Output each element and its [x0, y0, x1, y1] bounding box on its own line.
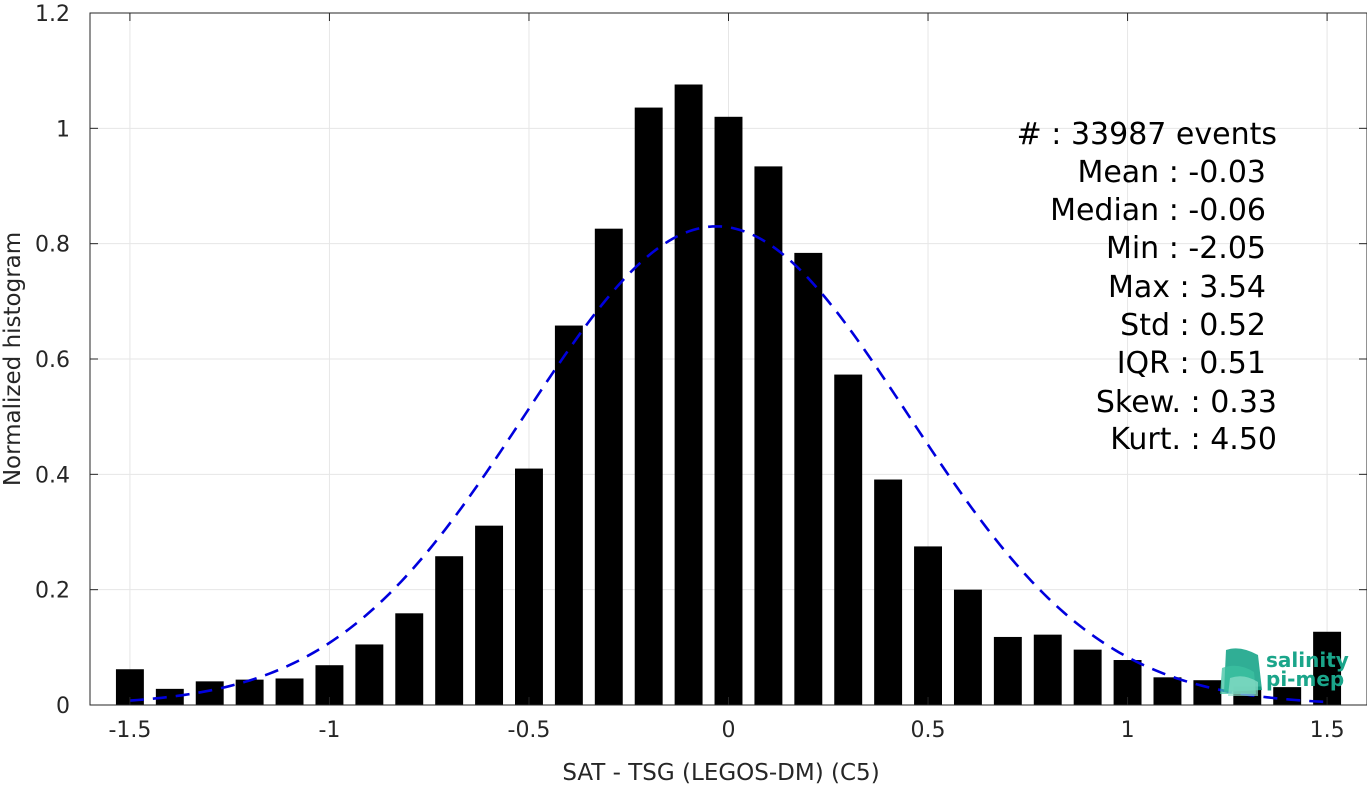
histogram-bar: [754, 166, 783, 706]
y-tick-label: 0.8: [35, 233, 70, 258]
x-axis-label: SAT - TSG (LEGOS-DM) (C5): [562, 760, 879, 785]
stats-line-min: Min : -2.05: [1106, 231, 1266, 266]
x-tick-label: 1: [1121, 718, 1135, 743]
histogram-bar: [155, 688, 184, 705]
logo-line2: pi-mep: [1266, 667, 1344, 691]
y-tick-label: 0: [56, 694, 70, 719]
x-tick-label: 0.5: [911, 718, 946, 743]
x-tick-label: -0.5: [508, 718, 551, 743]
y-axis-label: Normalized histogram: [0, 232, 26, 486]
stats-line-kurt: Kurt. : 4.50: [1110, 422, 1277, 457]
stats-line-skew: Skew. : 0.33: [1096, 385, 1277, 420]
bars: [115, 84, 1342, 706]
histogram-bar: [794, 252, 823, 706]
histogram-bar: [874, 479, 903, 705]
stats-line-events: # : 33987 events: [1017, 117, 1277, 152]
histogram-bar: [953, 589, 982, 705]
histogram-bar: [275, 678, 304, 705]
salinity-pimep-logo: salinity pi-mep: [1220, 648, 1349, 696]
histogram-bar: [674, 84, 703, 706]
y-tick-label: 0.4: [35, 463, 70, 488]
y-tick-label: 0.2: [35, 579, 70, 604]
histogram-bar: [235, 679, 264, 705]
histogram-bar: [515, 468, 543, 705]
histogram-bar: [594, 228, 623, 705]
ticks: -1.5 -1 -0.5 0 0.5 1 1.5 0 0.2 0.4 0.6 0.8 1 1.2: [35, 2, 1367, 743]
stats-box: # : 33987 events Mean : -0.03 Median : -…: [1017, 117, 1277, 457]
histogram-bar: [834, 374, 863, 705]
x-tick-label: -1.5: [108, 718, 151, 743]
stats-line-max: Max : 3.54: [1108, 270, 1266, 305]
stats-line-std: Std : 0.52: [1120, 308, 1266, 343]
y-tick-label: 1: [56, 117, 70, 142]
histogram-bar: [634, 107, 663, 705]
wave-logo-icon: [1220, 648, 1262, 696]
histogram-bar: [1073, 649, 1102, 705]
histogram-bar: [475, 525, 504, 705]
histogram-bar: [1153, 677, 1182, 705]
histogram-bar: [554, 325, 583, 705]
gaussian-fit-curve: [129, 225, 1328, 704]
histogram-bar: [914, 546, 942, 705]
histogram-bar: [395, 613, 424, 705]
stats-line-mean: Mean : -0.03: [1077, 155, 1266, 190]
x-tick-label: 1.5: [1310, 718, 1345, 743]
stats-line-median: Median : -0.06: [1050, 193, 1266, 228]
histogram-bar: [993, 636, 1022, 705]
stats-line-iqr: IQR : 0.51: [1117, 346, 1266, 381]
y-tick-label: 0.6: [35, 348, 70, 373]
x-tick-label: 0: [722, 718, 736, 743]
y-tick-label: 1.2: [35, 2, 70, 27]
histogram-bar: [195, 681, 224, 705]
histogram-bar: [714, 116, 743, 706]
logo-line1: salinity: [1266, 648, 1349, 672]
x-tick-label: -1: [318, 718, 340, 743]
histogram-bar: [1033, 634, 1062, 705]
histogram-bar: [1313, 631, 1342, 705]
histogram-bar: [355, 644, 384, 705]
histogram-bar: [435, 556, 464, 705]
